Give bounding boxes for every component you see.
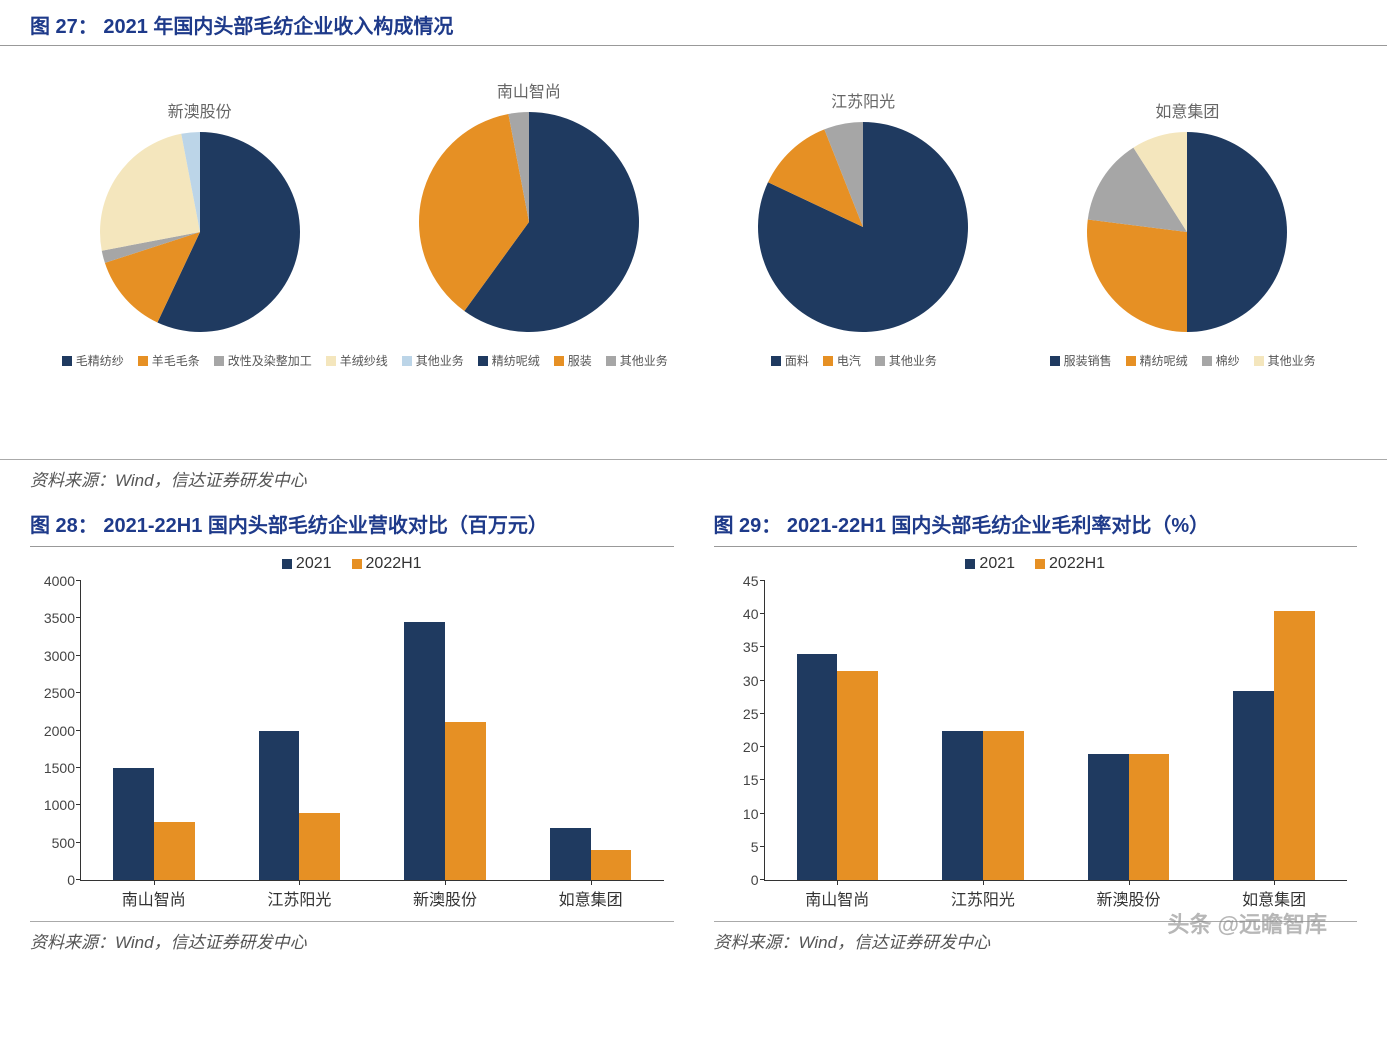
- pie-3: 如意集团: [1085, 98, 1289, 334]
- pie-title-3: 如意集团: [1085, 98, 1289, 122]
- y-tick-label: 1500: [44, 760, 81, 776]
- pie-0: 新澳股份: [98, 98, 302, 334]
- bar: [942, 731, 983, 881]
- pie-2: 江苏阳光: [756, 88, 970, 334]
- y-tick-label: 40: [743, 606, 765, 622]
- fig27-source: 资料来源：Wind，信达证券研发中心: [0, 459, 1387, 497]
- y-tick-label: 2500: [44, 685, 81, 701]
- bar-legend-item: 2022H1: [352, 555, 422, 573]
- bar: [797, 654, 838, 880]
- legend-item: 服装销售: [1050, 352, 1112, 369]
- bar: [983, 731, 1024, 881]
- fig29-panel: 图 29： 2021-22H1 国内头部毛纺企业毛利率对比（%） 2021202…: [714, 497, 1358, 959]
- pie-row: 新澳股份 南山智尚 江苏阳光 如意集团: [0, 48, 1387, 344]
- y-tick-label: 0: [751, 872, 765, 888]
- bar-legend-item: 2021: [965, 555, 1015, 573]
- y-tick-label: 25: [743, 706, 765, 722]
- bar: [299, 813, 340, 880]
- y-tick-label: 45: [743, 573, 765, 589]
- pie-legend-group-1: 面料电汽其他业务: [690, 344, 1019, 389]
- y-tick-label: 0: [67, 872, 81, 888]
- y-tick-label: 3500: [44, 610, 81, 626]
- fig29-chart: 051015202530354045南山智尚江苏阳光新澳股份如意集团: [714, 581, 1358, 921]
- bar: [113, 768, 154, 880]
- pie-1: 南山智尚: [417, 78, 641, 334]
- fig28-source: 资料来源：Wind，信达证券研发中心: [30, 921, 674, 959]
- bar: [1274, 611, 1315, 880]
- legend-item: 羊毛毛条: [138, 352, 200, 369]
- pie-title-2: 江苏阳光: [756, 88, 970, 112]
- y-tick-label: 10: [743, 806, 765, 822]
- fig28-panel: 图 28： 2021-22H1 国内头部毛纺企业营收对比（百万元） 202120…: [30, 497, 674, 959]
- bar: [445, 722, 486, 880]
- fig29-title: 图 29： 2021-22H1 国内头部毛纺企业毛利率对比（%）: [714, 497, 1358, 547]
- pie-title-0: 新澳股份: [98, 98, 302, 122]
- y-tick-label: 15: [743, 772, 765, 788]
- fig28-legend: 2021 2022H1: [30, 547, 674, 581]
- legend-item: 服装: [554, 352, 592, 369]
- y-tick-label: 500: [52, 835, 81, 851]
- legend-item: 其他业务: [875, 352, 937, 369]
- legend-item: 精纺呢绒: [478, 352, 540, 369]
- y-tick-label: 2000: [44, 723, 81, 739]
- legend-item: 其他业务: [1254, 352, 1316, 369]
- pie-legend-group-0: 毛精纺纱羊毛毛条改性及染整加工羊绒纱线其他业务精纺呢绒服装其他业务: [40, 344, 690, 389]
- y-tick-label: 5: [751, 839, 765, 855]
- legend-item: 其他业务: [606, 352, 668, 369]
- y-tick-label: 35: [743, 639, 765, 655]
- bar: [404, 622, 445, 880]
- legend-item: 精纺呢绒: [1126, 352, 1188, 369]
- y-tick-label: 1000: [44, 797, 81, 813]
- bar-legend-item: 2022H1: [1035, 555, 1105, 573]
- y-tick-label: 4000: [44, 573, 81, 589]
- y-tick-label: 3000: [44, 648, 81, 664]
- legend-item: 棉纱: [1202, 352, 1240, 369]
- bar: [550, 828, 591, 880]
- y-tick-label: 20: [743, 739, 765, 755]
- legend-item: 其他业务: [402, 352, 464, 369]
- bar: [1088, 754, 1129, 880]
- fig29-legend: 2021 2022H1: [714, 547, 1358, 581]
- legend-item: 改性及染整加工: [214, 352, 312, 369]
- fig27-title: 图 27： 2021 年国内头部毛纺企业收入构成情况: [0, 0, 1387, 46]
- legend-item: 电汽: [823, 352, 861, 369]
- y-tick-label: 30: [743, 673, 765, 689]
- bar: [591, 850, 632, 880]
- legend-item: 毛精纺纱: [62, 352, 124, 369]
- pie-title-1: 南山智尚: [417, 78, 641, 102]
- pie-legends: 毛精纺纱羊毛毛条改性及染整加工羊绒纱线其他业务精纺呢绒服装其他业务面料电汽其他业…: [0, 344, 1387, 419]
- bar: [1233, 691, 1274, 880]
- pie-legend-group-2: 服装销售精纺呢绒棉纱其他业务: [1018, 344, 1347, 389]
- bar: [837, 671, 878, 880]
- fig28-title: 图 28： 2021-22H1 国内头部毛纺企业营收对比（百万元）: [30, 497, 674, 547]
- fig28-chart: 05001000150020002500300035004000南山智尚江苏阳光…: [30, 581, 674, 921]
- legend-item: 羊绒纱线: [326, 352, 388, 369]
- watermark: 头条 @远瞻智库: [1167, 907, 1327, 939]
- bar: [1129, 754, 1170, 880]
- bar: [259, 731, 300, 881]
- legend-item: 面料: [771, 352, 809, 369]
- bar: [154, 822, 195, 880]
- bar-legend-item: 2021: [282, 555, 332, 573]
